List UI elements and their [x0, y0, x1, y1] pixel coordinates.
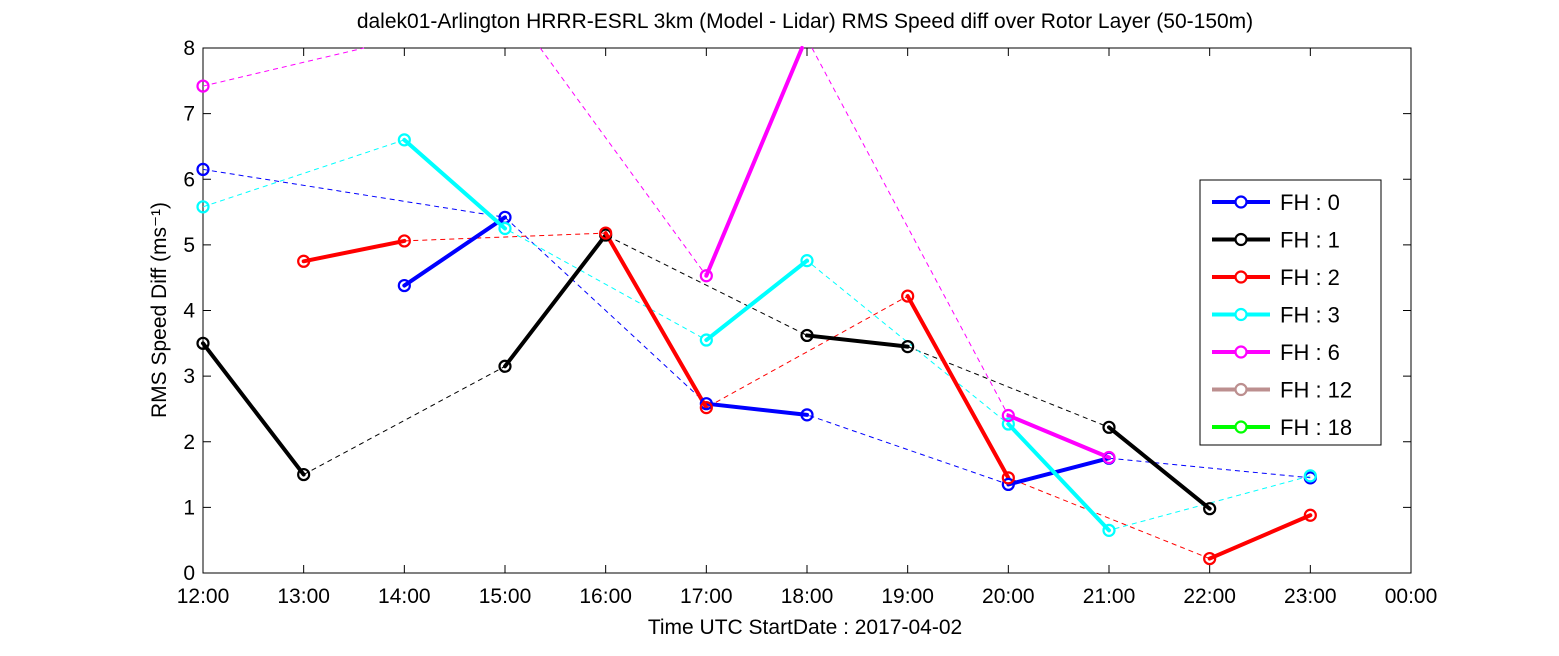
y-tick-label: 3 [183, 365, 195, 388]
legend-label-fh-6: FH : 6 [1280, 340, 1340, 365]
x-tick-label: 00:00 [1385, 585, 1438, 608]
point-fh-0 [699, 397, 713, 411]
line-segment-fh-6 [1006, 413, 1111, 460]
point-fh-1 [1102, 420, 1116, 434]
x-tick-label: 23:00 [1284, 585, 1337, 608]
x-tick-label: 18:00 [781, 585, 834, 608]
line-segment-fh-3 [704, 258, 809, 343]
point-fh-2 [1303, 508, 1317, 522]
y-tick-label: 6 [183, 168, 195, 191]
line-segment-fh-1 [1107, 425, 1212, 511]
x-tick-label: 14:00 [378, 585, 431, 608]
point-fh-6 [196, 79, 210, 93]
point-fh-0 [397, 278, 411, 293]
y-tick-label: 1 [183, 496, 195, 519]
point-fh-1 [196, 336, 210, 350]
point-fh-1 [498, 359, 512, 373]
line-segment-fh-2 [1207, 513, 1313, 561]
legend-marker-fh-6 [1234, 345, 1248, 359]
legend-marker-fh-1 [1234, 232, 1248, 247]
x-tick-label: 16:00 [579, 585, 632, 608]
point-fh-3 [1001, 417, 1015, 431]
x-tick-label: 15:00 [479, 585, 532, 608]
line-segment-fh-2 [905, 294, 1011, 480]
point-fh-3 [1303, 469, 1317, 483]
legend: FH : 0 FH : 1 FH : 2 FH : 3 FH : 6 FH : 12 FH … [1199, 179, 1382, 446]
point-fh-3 [397, 133, 411, 147]
point-fh-3 [196, 200, 210, 214]
point-fh-3 [699, 333, 713, 347]
line-segment-fh-1 [201, 341, 306, 477]
x-tick-label: 22:00 [1183, 585, 1236, 608]
x-axis-label: Time UTC StartDate : 2017-04-02 [648, 616, 962, 639]
y-tick-label: 2 [183, 431, 195, 454]
line-segment-fh-2 [301, 238, 407, 264]
y-axis-label: RMS Speed Diff (ms⁻¹) [148, 202, 171, 418]
point-fh-0 [800, 408, 814, 422]
x-tick-label: 12:00 [177, 585, 230, 608]
point-fh-6 [1001, 408, 1015, 423]
y-tick-label: 0 [183, 562, 195, 585]
x-tick-label: 19:00 [881, 585, 934, 608]
point-fh-2 [699, 401, 713, 415]
point-fh-0 [1001, 477, 1015, 492]
point-fh-2 [1001, 471, 1015, 485]
solid-lines [201, 46, 1313, 561]
data-markers [196, 79, 1317, 566]
chart-title: dalek01-Arlington HRRR-ESRL 3km (Model -… [357, 10, 1253, 33]
point-fh-0 [196, 162, 210, 177]
y-tick-label: 7 [183, 103, 195, 126]
y-tick-label: 4 [183, 300, 195, 323]
point-fh-2 [1203, 551, 1217, 566]
point-fh-2 [297, 254, 311, 268]
x-tick-label: 17:00 [680, 585, 733, 608]
axes: 12:00 13:00 14:00 15:00 16:00 17:00 18:00 19:00… [177, 37, 1438, 608]
legend-marker-fh-2 [1234, 270, 1248, 284]
dashed-lines [202, 47, 1311, 560]
point-fh-1 [800, 328, 814, 343]
point-fh-2 [599, 226, 613, 240]
point-fh-3 [498, 221, 512, 236]
legend-label-fh-2: FH : 2 [1280, 265, 1340, 290]
legend-label-fh-18: FH : 18 [1280, 415, 1352, 440]
dashed-line-fh-3 [202, 139, 1311, 531]
line-segment-fh-0 [402, 215, 507, 288]
line-segment-fh-1 [805, 333, 910, 349]
point-fh-2 [397, 234, 411, 248]
legend-marker-fh-18 [1234, 420, 1248, 434]
legend-marker-fh-12 [1234, 382, 1248, 397]
point-fh-3 [800, 254, 814, 268]
dashed-line-fh-2 [404, 232, 1210, 560]
dashed-line-fh-0 [202, 168, 1311, 485]
point-fh-6 [699, 269, 713, 283]
line-segment-fh-2 [603, 231, 709, 410]
x-tick-label: 21:00 [1083, 585, 1136, 608]
line-segment-fh-3 [1006, 422, 1111, 533]
line-segment-fh-3 [402, 137, 507, 231]
y-tick-label: 8 [183, 37, 195, 60]
legend-label-fh-3: FH : 3 [1280, 303, 1340, 328]
legend-label-fh-12: FH : 12 [1280, 378, 1352, 403]
legend-label-fh-1: FH : 1 [1280, 228, 1340, 253]
point-fh-2 [901, 289, 915, 303]
legend-marker-fh-0 [1234, 195, 1248, 209]
line-segment-fh-6 [704, 46, 804, 278]
line-segment-fh-0 [1006, 456, 1111, 487]
y-tick-label: 5 [183, 234, 195, 257]
point-fh-6 [1102, 450, 1116, 465]
line-segment-fh-0 [704, 401, 809, 417]
line-segment-fh-1 [503, 233, 608, 369]
legend-marker-fh-3 [1234, 307, 1248, 322]
point-fh-3 [1102, 523, 1116, 537]
x-tick-label: 13:00 [277, 585, 330, 608]
point-fh-1 [1203, 502, 1217, 516]
point-fh-1 [901, 339, 915, 354]
point-fh-1 [297, 467, 311, 482]
legend-label-fh-0: FH : 0 [1280, 190, 1340, 215]
dashed-line-fh-6 [202, 47, 1009, 416]
x-tick-label: 20:00 [982, 585, 1035, 608]
